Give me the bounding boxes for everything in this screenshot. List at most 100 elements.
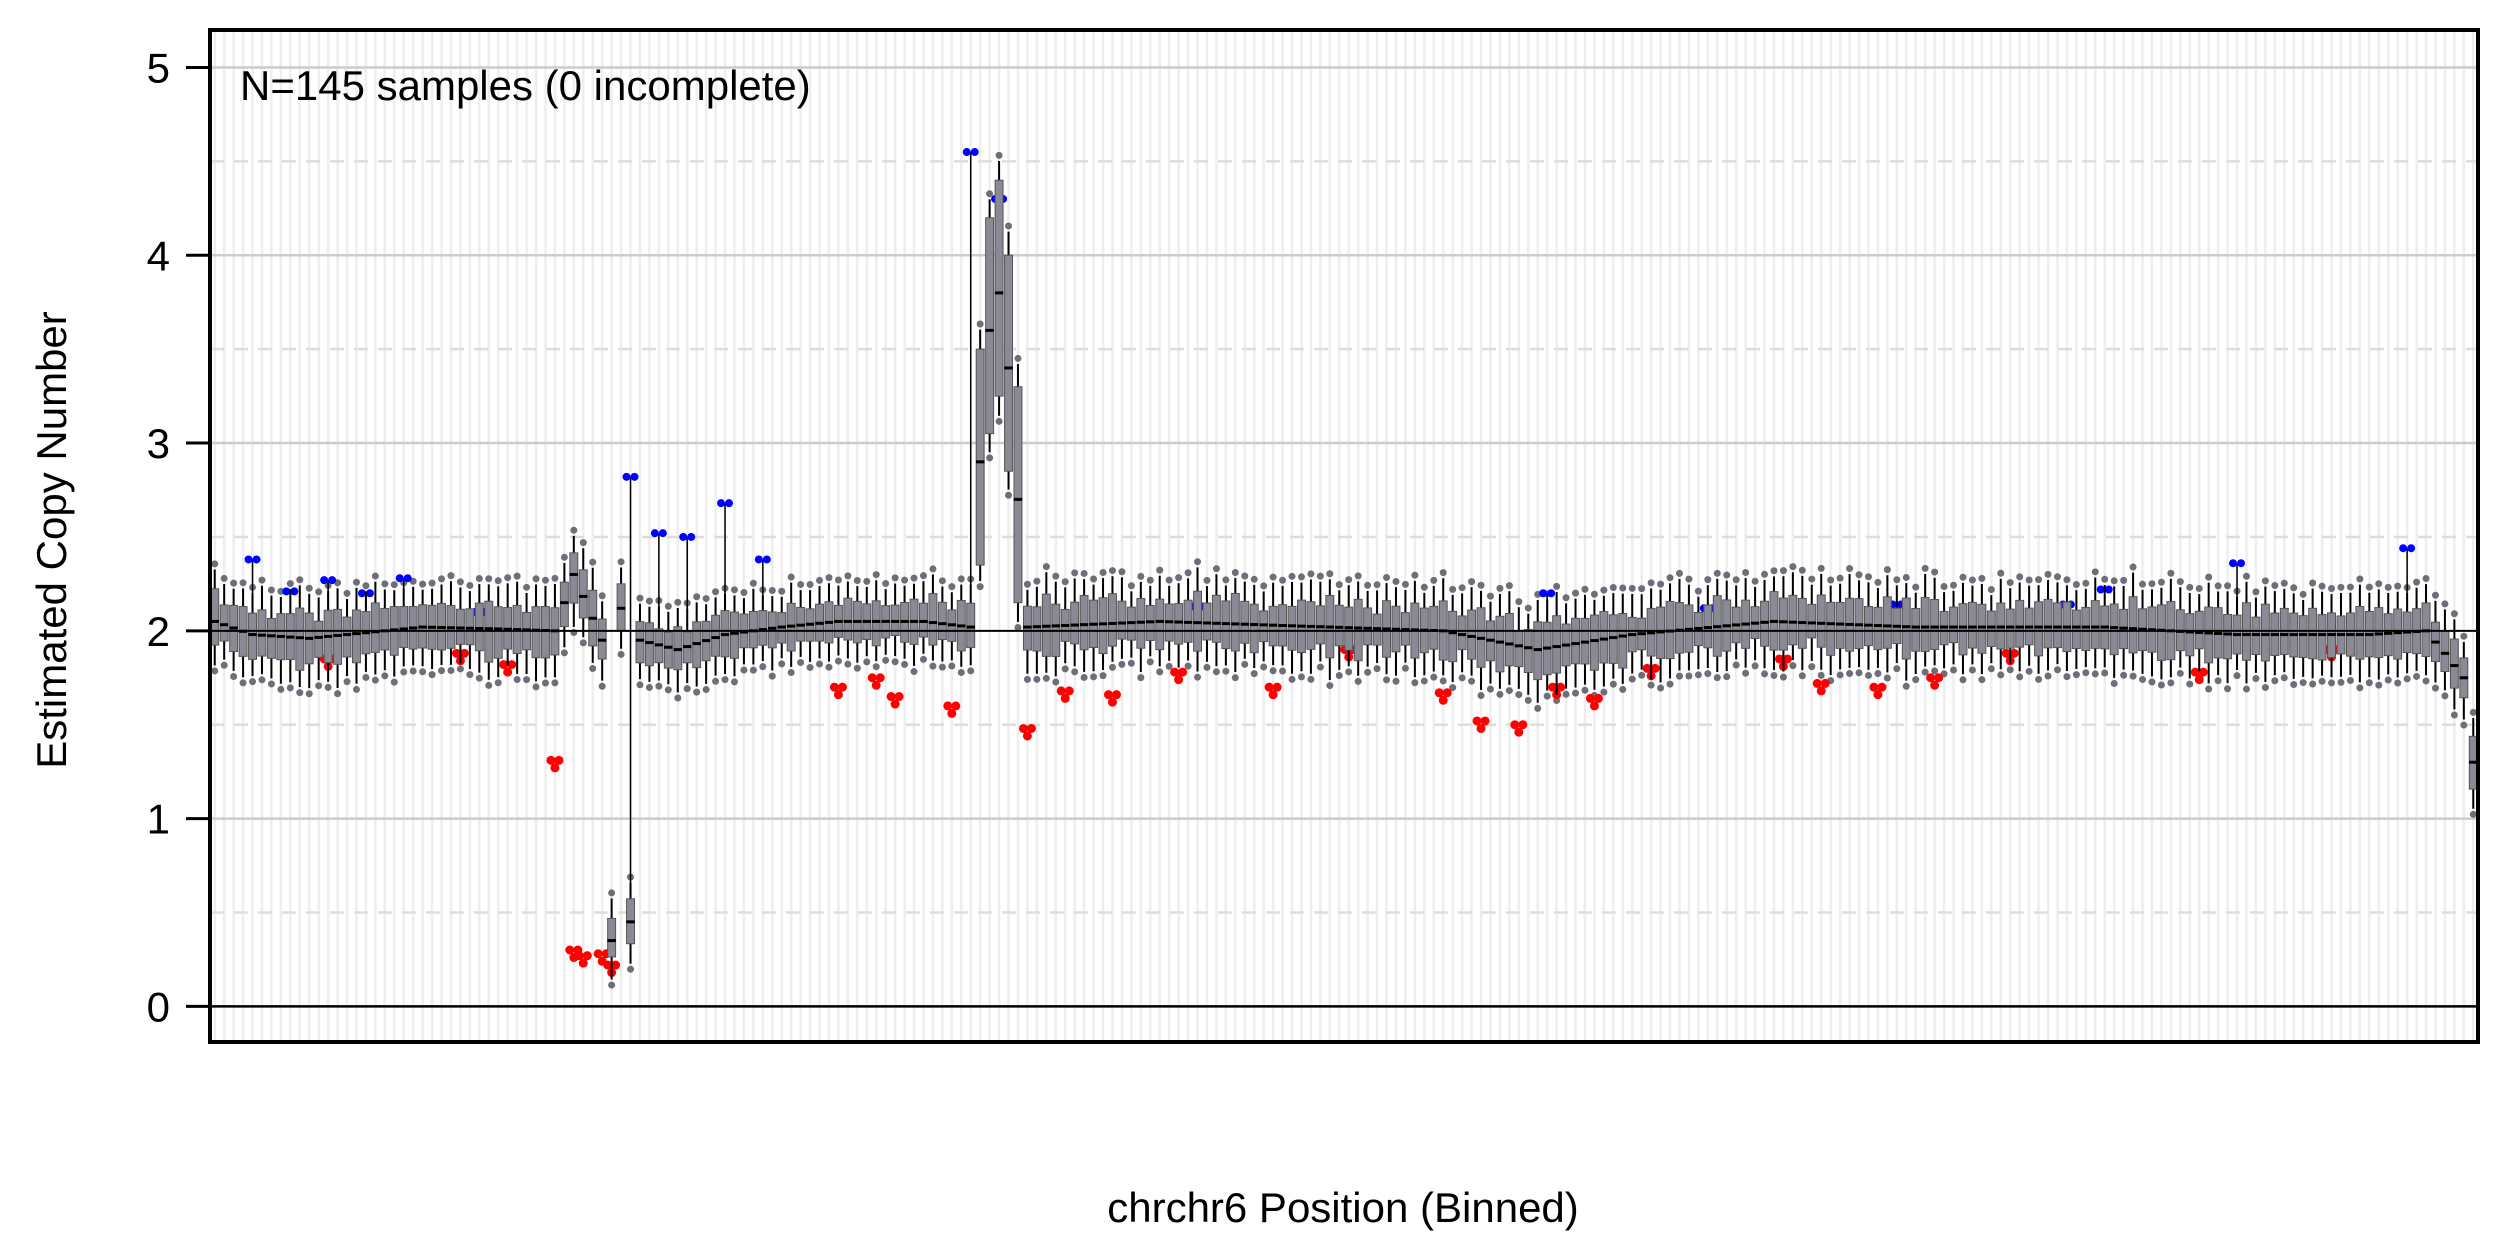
outlier-point <box>1364 581 1372 589</box>
outlier-point <box>1203 663 1211 671</box>
low-outlier-point <box>2198 667 2208 677</box>
outlier-point <box>693 688 701 696</box>
outlier-point <box>976 320 984 328</box>
box <box>1930 598 1940 650</box>
outlier-point <box>664 602 672 610</box>
outlier-point <box>1694 587 1702 595</box>
outlier-point <box>1052 678 1060 686</box>
box <box>1230 592 1240 652</box>
outlier-point <box>608 981 616 989</box>
outlier-point <box>1572 589 1580 597</box>
outlier-point <box>1345 668 1353 676</box>
outlier-point <box>1883 674 1891 682</box>
outlier-point <box>1458 674 1466 682</box>
box <box>1174 603 1184 645</box>
outlier-point <box>438 667 446 675</box>
outlier-point <box>1666 680 1674 688</box>
outlier-point <box>1108 663 1116 671</box>
box <box>1467 609 1477 660</box>
outlier-point <box>1874 670 1882 678</box>
outlier-point <box>532 575 540 583</box>
outlier-point <box>1279 667 1287 675</box>
low-outlier-point <box>582 951 592 961</box>
box <box>730 611 739 659</box>
outlier-point <box>343 589 351 597</box>
outlier-point <box>220 661 228 669</box>
box <box>2355 606 2365 660</box>
outlier-point <box>986 454 994 462</box>
outlier-point <box>617 558 625 566</box>
low-outlier-point <box>546 755 556 765</box>
outlier-point <box>1383 574 1391 582</box>
outlier-point <box>759 663 767 671</box>
outlier-point <box>740 589 748 597</box>
outlier-point <box>315 682 323 690</box>
outlier-point <box>1609 583 1617 591</box>
outlier-point <box>2167 679 2175 687</box>
outlier-point <box>1269 573 1277 581</box>
low-outlier-point <box>593 949 603 959</box>
low-outlier-point <box>1178 667 1188 677</box>
outlier-point <box>1600 688 1608 696</box>
outlier-point <box>1902 682 1910 690</box>
high-outlier-point <box>328 576 337 585</box>
outlier-point <box>967 667 975 675</box>
outlier-point <box>541 576 549 584</box>
box <box>1523 629 1533 673</box>
box <box>493 606 503 659</box>
outlier-point <box>1968 576 1976 584</box>
outlier-point <box>1288 675 1296 683</box>
outlier-point <box>1080 569 1088 577</box>
box <box>1032 606 1042 652</box>
box <box>2128 596 2138 654</box>
outlier-point <box>853 576 861 584</box>
outlier-point <box>1638 671 1646 679</box>
outlier-point <box>2365 679 2373 687</box>
outlier-point <box>1959 573 1967 581</box>
outlier-point <box>381 580 389 588</box>
outlier-point <box>1855 571 1863 579</box>
outlier-point <box>2290 681 2298 689</box>
outlier-point <box>1761 670 1769 678</box>
outlier-point <box>1468 578 1476 586</box>
outlier-point <box>2431 591 2439 599</box>
outlier-point <box>1704 576 1712 584</box>
low-outlier-point <box>507 660 517 670</box>
outlier-point <box>1383 676 1391 684</box>
outlier-point <box>466 671 474 679</box>
outlier-point <box>844 660 852 668</box>
plot-frame <box>208 28 2480 1044</box>
outlier-point <box>995 417 1003 425</box>
outlier-point <box>438 575 446 583</box>
outlier-point <box>1146 576 1154 584</box>
low-outlier-point <box>890 699 900 709</box>
outlier-point <box>957 575 965 583</box>
low-outlier-point <box>867 673 877 683</box>
outlier-point <box>1061 578 1069 586</box>
outlier-point <box>1137 674 1145 682</box>
outlier-point <box>1165 662 1173 670</box>
outlier-point <box>872 571 880 579</box>
outlier-point <box>2006 579 2014 587</box>
outlier-point <box>1505 582 1513 590</box>
low-outlier-point <box>550 763 560 773</box>
box <box>843 597 853 641</box>
outlier-point <box>1732 661 1740 669</box>
low-outlier-point <box>894 692 904 702</box>
high-outlier-point <box>395 574 404 583</box>
outlier-point <box>2091 568 2099 576</box>
outlier-point <box>1335 581 1343 589</box>
outlier-point <box>740 666 748 674</box>
outlier-point <box>797 581 805 589</box>
outlier-point <box>1874 578 1882 586</box>
box <box>2053 602 2062 649</box>
outlier-point <box>863 577 871 585</box>
outlier-point <box>1950 581 1958 589</box>
outlier-point <box>2233 672 2241 680</box>
outlier-point <box>2384 676 2392 684</box>
outlier-point <box>504 574 512 582</box>
outlier-point <box>1071 569 1079 577</box>
outlier-point <box>220 574 228 582</box>
low-outlier-point <box>1060 693 1070 703</box>
